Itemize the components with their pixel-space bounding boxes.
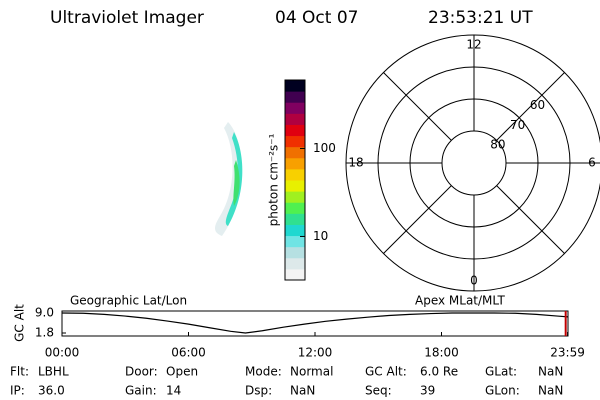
mlt-label: 18 [348, 156, 363, 170]
x-tick-label: 12:00 [298, 346, 333, 360]
colorbar-strip [285, 191, 305, 203]
y-tick-label: 9.0 [35, 306, 54, 320]
ring-label: 80 [490, 138, 505, 152]
auroral-image [215, 122, 243, 236]
colorbar-strip [285, 124, 305, 137]
polar-spoke [383, 72, 452, 141]
colorbar-strip [285, 135, 305, 148]
right-label: Apex MLat/MLT [415, 294, 505, 308]
colorbar-strip [285, 257, 305, 270]
status-label: IP: [10, 384, 25, 398]
aurora-band [225, 132, 243, 226]
polar-spoke [496, 185, 565, 254]
date: 04 Oct 07 [275, 8, 358, 28]
aurora-core [233, 160, 240, 206]
colorbar-strip [285, 91, 305, 103]
status-value: 14 [166, 384, 181, 398]
colorbar-strip [285, 180, 305, 192]
colorbar-strip [285, 202, 305, 214]
status-label: Seq: [365, 384, 392, 398]
colorbar-strip [285, 235, 305, 248]
colorbar-label: photon cm⁻²s⁻¹ [267, 133, 281, 226]
status-label: GLat: [485, 365, 517, 379]
status-value: 36.0 [38, 384, 65, 398]
x-tick-label: 00:00 [45, 346, 80, 360]
mlt-label: 6 [588, 156, 596, 170]
status-value: 39 [420, 384, 435, 398]
status-label: Gain: [125, 384, 157, 398]
colorbar-strip [285, 268, 305, 281]
colorbar-tick-label: 100 [313, 141, 336, 155]
status-label: Flt: [10, 365, 29, 379]
ring-label: 70 [510, 118, 525, 132]
colorbar-strip [285, 80, 305, 92]
colorbar-strip [285, 213, 305, 225]
colorbar-tick-label: 10 [313, 229, 328, 243]
colorbar-strip [285, 224, 305, 237]
colorbar-strip [285, 146, 305, 159]
y-axis-label: GC Alt [13, 304, 27, 342]
status-label: GLon: [485, 384, 520, 398]
colorbar-strip [285, 113, 305, 125]
polar-spoke [496, 72, 565, 141]
status-value: LBHL [38, 365, 69, 379]
status-label: Dsp: [245, 384, 272, 398]
status-label: Mode: [245, 365, 282, 379]
status-value: 6.0 Re [420, 365, 458, 379]
x-tick-label: 06:00 [171, 346, 206, 360]
colorbar-strip [285, 102, 305, 114]
colorbar-frame [284, 79, 306, 281]
colorbar-strip [285, 246, 305, 259]
title: Ultraviolet Imager [50, 8, 204, 28]
polar-spoke [383, 185, 452, 254]
mlt-label: 12 [466, 38, 481, 52]
ring-label: 60 [530, 98, 545, 112]
status-value: Normal [290, 365, 333, 379]
y-tick-label: 1.8 [35, 326, 54, 340]
status-value: Open [166, 365, 198, 379]
left-label: Geographic Lat/Lon [70, 294, 187, 308]
status-label: GC Alt: [365, 365, 407, 379]
time: 23:53:21 UT [428, 8, 533, 28]
status-value: NaN [538, 384, 563, 398]
status-label: Door: [125, 365, 158, 379]
altitude-curve [61, 312, 569, 334]
status-value: NaN [538, 365, 563, 379]
x-tick-label: 23:59 [550, 346, 585, 360]
status-value: NaN [290, 384, 315, 398]
mlt-label: 0 [470, 274, 478, 288]
x-tick-label: 18:00 [424, 346, 459, 360]
colorbar-strip [285, 168, 305, 181]
colorbar-strip [285, 157, 305, 170]
